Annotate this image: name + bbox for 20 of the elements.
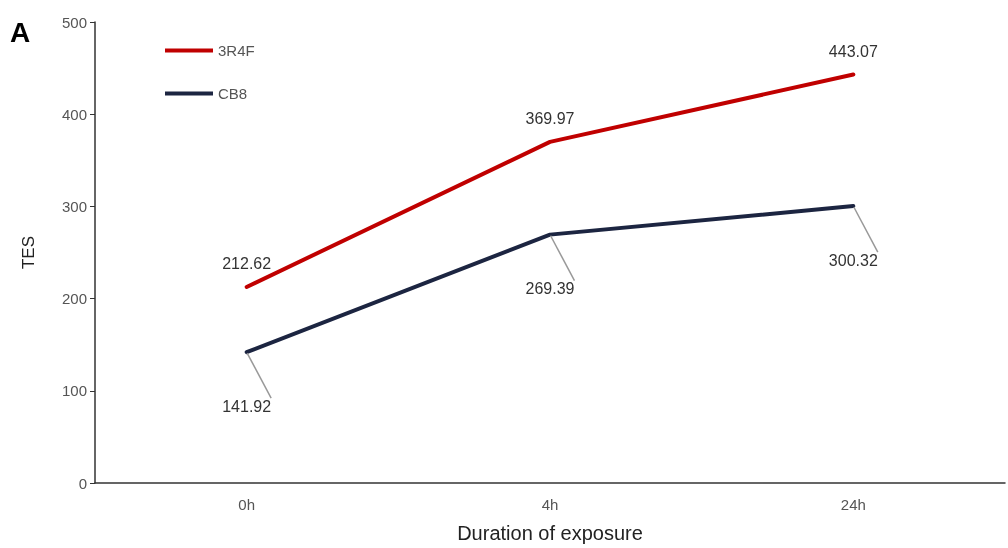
data-label: 212.62 (222, 255, 272, 273)
data-label: 369.97 (525, 110, 575, 128)
y-tick-label: 400 (61, 105, 87, 123)
x-tick-label: 4h (541, 496, 559, 513)
data-label: 269.39 (525, 280, 575, 298)
y-tick-label: 300 (61, 197, 87, 215)
x-tick-label: 0h (238, 496, 256, 513)
data-label: 300.32 (828, 251, 878, 269)
x-tick-label: 24h (840, 496, 866, 513)
legend-label: 3R4F (218, 42, 255, 59)
x-axis-title: Duration of exposure (457, 522, 643, 544)
text: A (10, 16, 31, 48)
y-tick-label: 0 (78, 474, 87, 492)
y-tick-label: 500 (61, 13, 87, 31)
y-tick-label: 100 (61, 382, 87, 400)
y-axis-title: TES (19, 235, 38, 270)
data-label: 443.07 (828, 42, 878, 60)
data-label: 141.92 (222, 397, 272, 415)
y-tick-label: 200 (61, 290, 87, 308)
legend-label: CB8 (218, 85, 248, 102)
